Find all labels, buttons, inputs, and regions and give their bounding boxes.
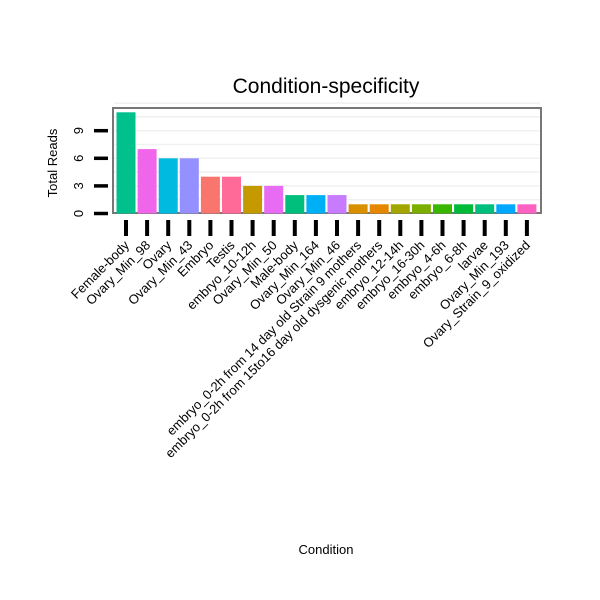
y-tick-label: 0 bbox=[71, 210, 86, 217]
bar-3 bbox=[158, 158, 178, 214]
bars bbox=[116, 112, 537, 214]
y-tick-label: 6 bbox=[71, 155, 86, 162]
bar-15 bbox=[411, 204, 431, 214]
y-axis-label: Total Reads bbox=[45, 128, 60, 197]
bar-12 bbox=[348, 204, 368, 214]
y-axis: 0 3 6 9 bbox=[71, 127, 108, 217]
x-axis-label: Condition bbox=[299, 542, 354, 557]
bar-4 bbox=[179, 158, 199, 214]
chart-title: Condition-specificity bbox=[233, 75, 420, 98]
bar-11 bbox=[327, 195, 347, 214]
bar-18 bbox=[475, 204, 495, 214]
y-tick-label: 9 bbox=[71, 127, 86, 134]
bar-19 bbox=[496, 204, 516, 214]
bar-6 bbox=[222, 176, 241, 214]
bar-16 bbox=[433, 204, 452, 214]
x-axis: Female-bodyOvary_Min_98OvaryOvary_Min_43… bbox=[68, 220, 533, 461]
bar-13 bbox=[369, 204, 389, 214]
y-tick-label: 3 bbox=[71, 182, 86, 189]
bar-14 bbox=[390, 204, 410, 214]
bar-9 bbox=[285, 195, 305, 214]
bar-7 bbox=[243, 185, 263, 214]
bar-20 bbox=[517, 204, 537, 214]
bar-2 bbox=[137, 149, 157, 214]
bar-5 bbox=[200, 176, 220, 214]
bar-1 bbox=[116, 112, 136, 214]
bar-10 bbox=[306, 195, 326, 214]
bar-8 bbox=[264, 185, 284, 214]
bar-17 bbox=[454, 204, 474, 214]
